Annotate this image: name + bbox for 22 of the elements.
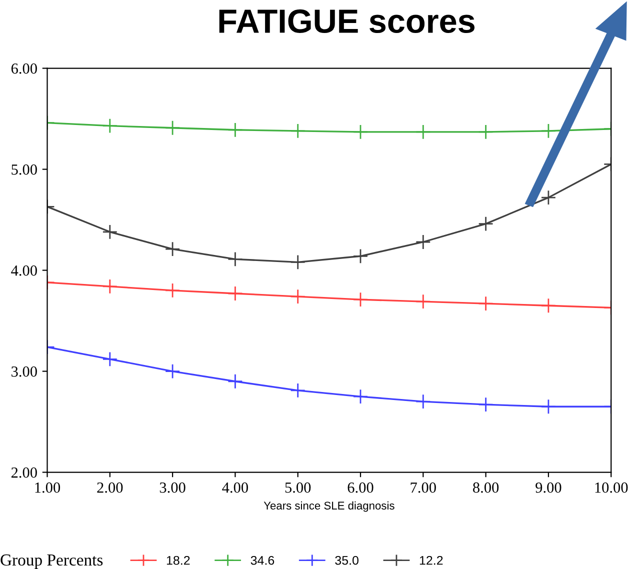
legend-label: 34.6 bbox=[250, 556, 274, 565]
x-tick-label: 1.00 bbox=[35, 482, 60, 493]
x-tick-label: 9.00 bbox=[536, 482, 562, 493]
x-tick-label: 5.00 bbox=[285, 482, 311, 493]
y-tick-label: 5.00 bbox=[12, 164, 37, 175]
legend-label: 18.2 bbox=[166, 556, 190, 565]
legend-label: 35.0 bbox=[335, 556, 358, 565]
y-tick-label: 2.00 bbox=[11, 467, 37, 478]
x-tick-label: 7.00 bbox=[410, 482, 436, 493]
x-tick-label: 10.00 bbox=[595, 482, 628, 493]
x-axis-title: Years since SLE diagnosis bbox=[264, 501, 394, 512]
y-tick-label: 6.00 bbox=[11, 63, 37, 74]
legend-title: Group Percents bbox=[0, 554, 103, 569]
legend-label: 12.2 bbox=[420, 556, 443, 565]
x-tick-label: 2.00 bbox=[97, 482, 123, 493]
x-tick-label: 8.00 bbox=[473, 482, 499, 493]
x-tick-label: 3.00 bbox=[160, 482, 186, 493]
x-tick-label: 6.00 bbox=[348, 482, 374, 493]
chart-title: FATIGUE scores bbox=[219, 9, 475, 34]
y-tick-label: 3.00 bbox=[12, 366, 37, 377]
y-tick-label: 4.00 bbox=[11, 265, 37, 276]
x-tick-label: 4.00 bbox=[222, 482, 248, 493]
